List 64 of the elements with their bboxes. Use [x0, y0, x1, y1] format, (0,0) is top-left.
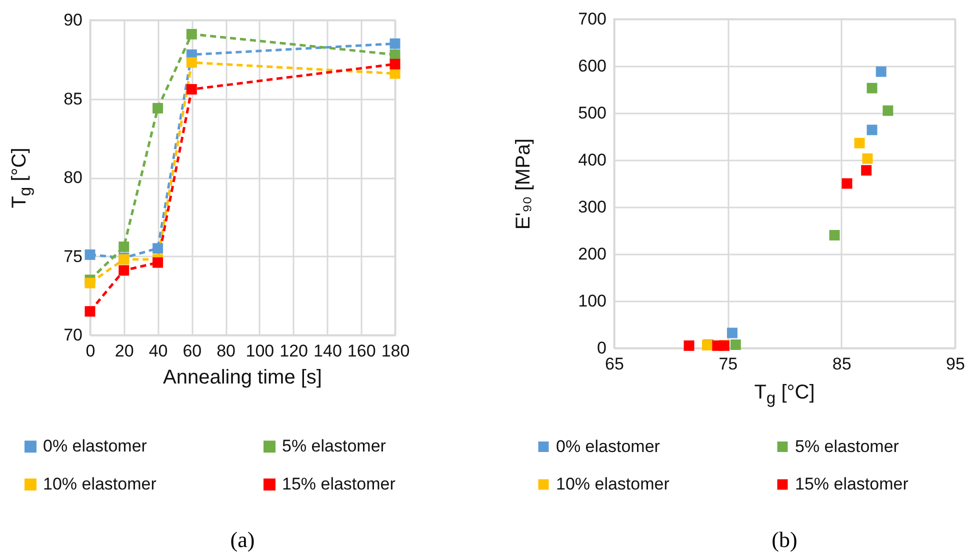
text: (b)	[772, 527, 798, 553]
y-axis-title: E'₉₀ [MPa]	[512, 138, 536, 230]
point	[152, 257, 164, 268]
y-tick-label: 80	[64, 168, 82, 187]
point	[829, 230, 840, 240]
x-tick-label: 0	[86, 342, 96, 360]
point	[186, 28, 197, 40]
point	[866, 82, 878, 94]
x-tick-label: 95	[946, 354, 965, 374]
x-tick-label: 80	[216, 342, 236, 360]
x-axis-title: Annealing time [s]	[163, 366, 322, 390]
point	[842, 178, 852, 189]
legend-label: 10% elastomer	[556, 474, 670, 494]
y-tick-label: 70	[64, 326, 82, 344]
point	[730, 339, 741, 350]
point	[390, 58, 400, 70]
point	[726, 328, 738, 338]
y-tick-label: 400	[578, 150, 606, 170]
legend-label: 0% elastomer	[556, 436, 660, 456]
point	[186, 57, 197, 68]
point	[390, 38, 400, 49]
y-tick-label: 300	[578, 198, 606, 216]
y-tick-label: 200	[578, 244, 606, 264]
x-tick-label: 120	[280, 342, 308, 360]
point	[882, 105, 894, 116]
point	[862, 153, 873, 164]
legend-label: 10% elastomer	[43, 474, 157, 494]
point	[84, 249, 96, 260]
x-tick-label: 85	[832, 354, 852, 374]
x-tick-label: 140	[314, 342, 342, 360]
x-tick-label: 160	[347, 342, 376, 360]
point	[854, 138, 865, 148]
text: (a)	[230, 527, 255, 553]
point	[186, 84, 197, 95]
y-tick-label: 100	[578, 292, 606, 310]
x-tick-label: 20	[114, 342, 134, 360]
point	[152, 102, 164, 114]
point	[866, 124, 878, 136]
x-tick-label: 40	[148, 342, 168, 360]
legend-label: 15% elastomer	[282, 474, 396, 494]
y-tick-label: 700	[578, 10, 606, 28]
point	[152, 243, 164, 254]
point	[118, 265, 130, 276]
x-tick-label: 180	[381, 342, 410, 360]
legend-label: 15% elastomer	[795, 474, 909, 494]
legend-label: 5% elastomer	[795, 436, 900, 456]
point	[84, 278, 96, 288]
point	[684, 340, 694, 351]
x-tick-label: 60	[182, 342, 202, 360]
legend-label: 0% elastomer	[43, 436, 148, 456]
x-tick-label: 100	[246, 342, 274, 360]
y-tick-label: 600	[578, 56, 606, 76]
y-tick-label: 500	[578, 104, 606, 122]
y-tick-label: 85	[64, 89, 82, 108]
y-tick-label: 90	[64, 10, 82, 30]
point	[861, 165, 872, 176]
point	[876, 66, 886, 77]
point	[118, 242, 130, 252]
legend-label: 5% elastomer	[282, 436, 386, 456]
point	[84, 306, 96, 317]
x-tick-label: 75	[718, 354, 738, 374]
x-tick-label: 65	[605, 354, 624, 374]
y-tick-label: 75	[64, 246, 82, 266]
x-axis-title: T$_{g}$ [°C]	[754, 382, 815, 408]
